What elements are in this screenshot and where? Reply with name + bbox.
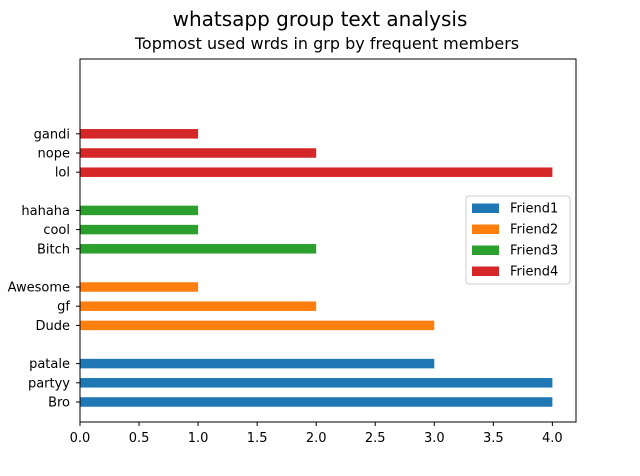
y-tick-label: Bro [48, 396, 70, 411]
legend-label-friend4: Friend4 [510, 265, 558, 280]
bar-friend2-awesome [80, 282, 199, 292]
bar-friend1-partyy [80, 378, 553, 388]
bar-friend3-bitch [80, 244, 317, 254]
bar-friend1-patale [80, 358, 435, 369]
legend-swatch-friend4 [472, 266, 499, 276]
bar-friend3-cool [80, 224, 199, 235]
legend-label-friend3: Friend3 [510, 244, 558, 259]
bar-friend2-gf [80, 301, 317, 311]
legend-swatch-friend1 [472, 203, 499, 213]
bar-friend4-lol [80, 167, 553, 177]
x-tick-label: 0.0 [70, 431, 91, 446]
legend-box [465, 195, 571, 285]
y-tick-label: lol [55, 166, 70, 181]
y-tick-label: Dude [36, 319, 71, 334]
axes-frame [79, 58, 577, 423]
y-tick-label: gandi [34, 127, 70, 142]
bars-layer [80, 129, 553, 407]
legend-swatch-friend2 [472, 224, 499, 234]
legend-swatch-friend3 [472, 245, 499, 255]
y-tick-label: Bitch [37, 242, 70, 257]
x-tick-label: 2.5 [365, 431, 386, 446]
legend-label-friend2: Friend2 [510, 223, 558, 238]
bar-friend3-hahaha [80, 205, 199, 216]
y-tick-label: nope [38, 147, 70, 162]
x-tick-label: 2.0 [306, 431, 327, 446]
chart-suptitle: whatsapp group text analysis [173, 7, 468, 31]
y-tick-label: Awesome [8, 281, 70, 296]
x-axis-ticks: 0.0 0.5 1.0 1.5 2.0 2.5 3.0 3.5 4.0 [70, 422, 563, 446]
legend: Friend1 Friend2 Friend3 Friend4 [465, 195, 571, 285]
bar-friend2-dude [80, 320, 435, 331]
x-tick-label: 3.0 [424, 431, 445, 446]
y-tick-label: hahaha [21, 204, 70, 219]
chart-title: Topmost used wrds in grp by frequent mem… [134, 34, 519, 53]
legend-label-friend1: Friend1 [510, 202, 558, 217]
y-axis-ticks: Bro partyy patale Dude gf Awesome Bitch cool hah… [8, 127, 80, 411]
bar-friend4-gandi [80, 129, 199, 139]
x-tick-label: 0.5 [129, 431, 150, 446]
bar-friend1-bro [80, 397, 553, 407]
bar-friend4-nope [80, 148, 317, 158]
x-tick-label: 1.0 [188, 431, 209, 446]
y-tick-label: partyy [28, 376, 70, 391]
y-tick-label: cool [43, 223, 70, 238]
y-tick-label: gf [57, 300, 70, 315]
x-tick-label: 4.0 [542, 431, 563, 446]
x-tick-label: 3.5 [483, 431, 504, 446]
x-tick-label: 1.5 [247, 431, 268, 446]
y-tick-label: patale [29, 357, 70, 372]
